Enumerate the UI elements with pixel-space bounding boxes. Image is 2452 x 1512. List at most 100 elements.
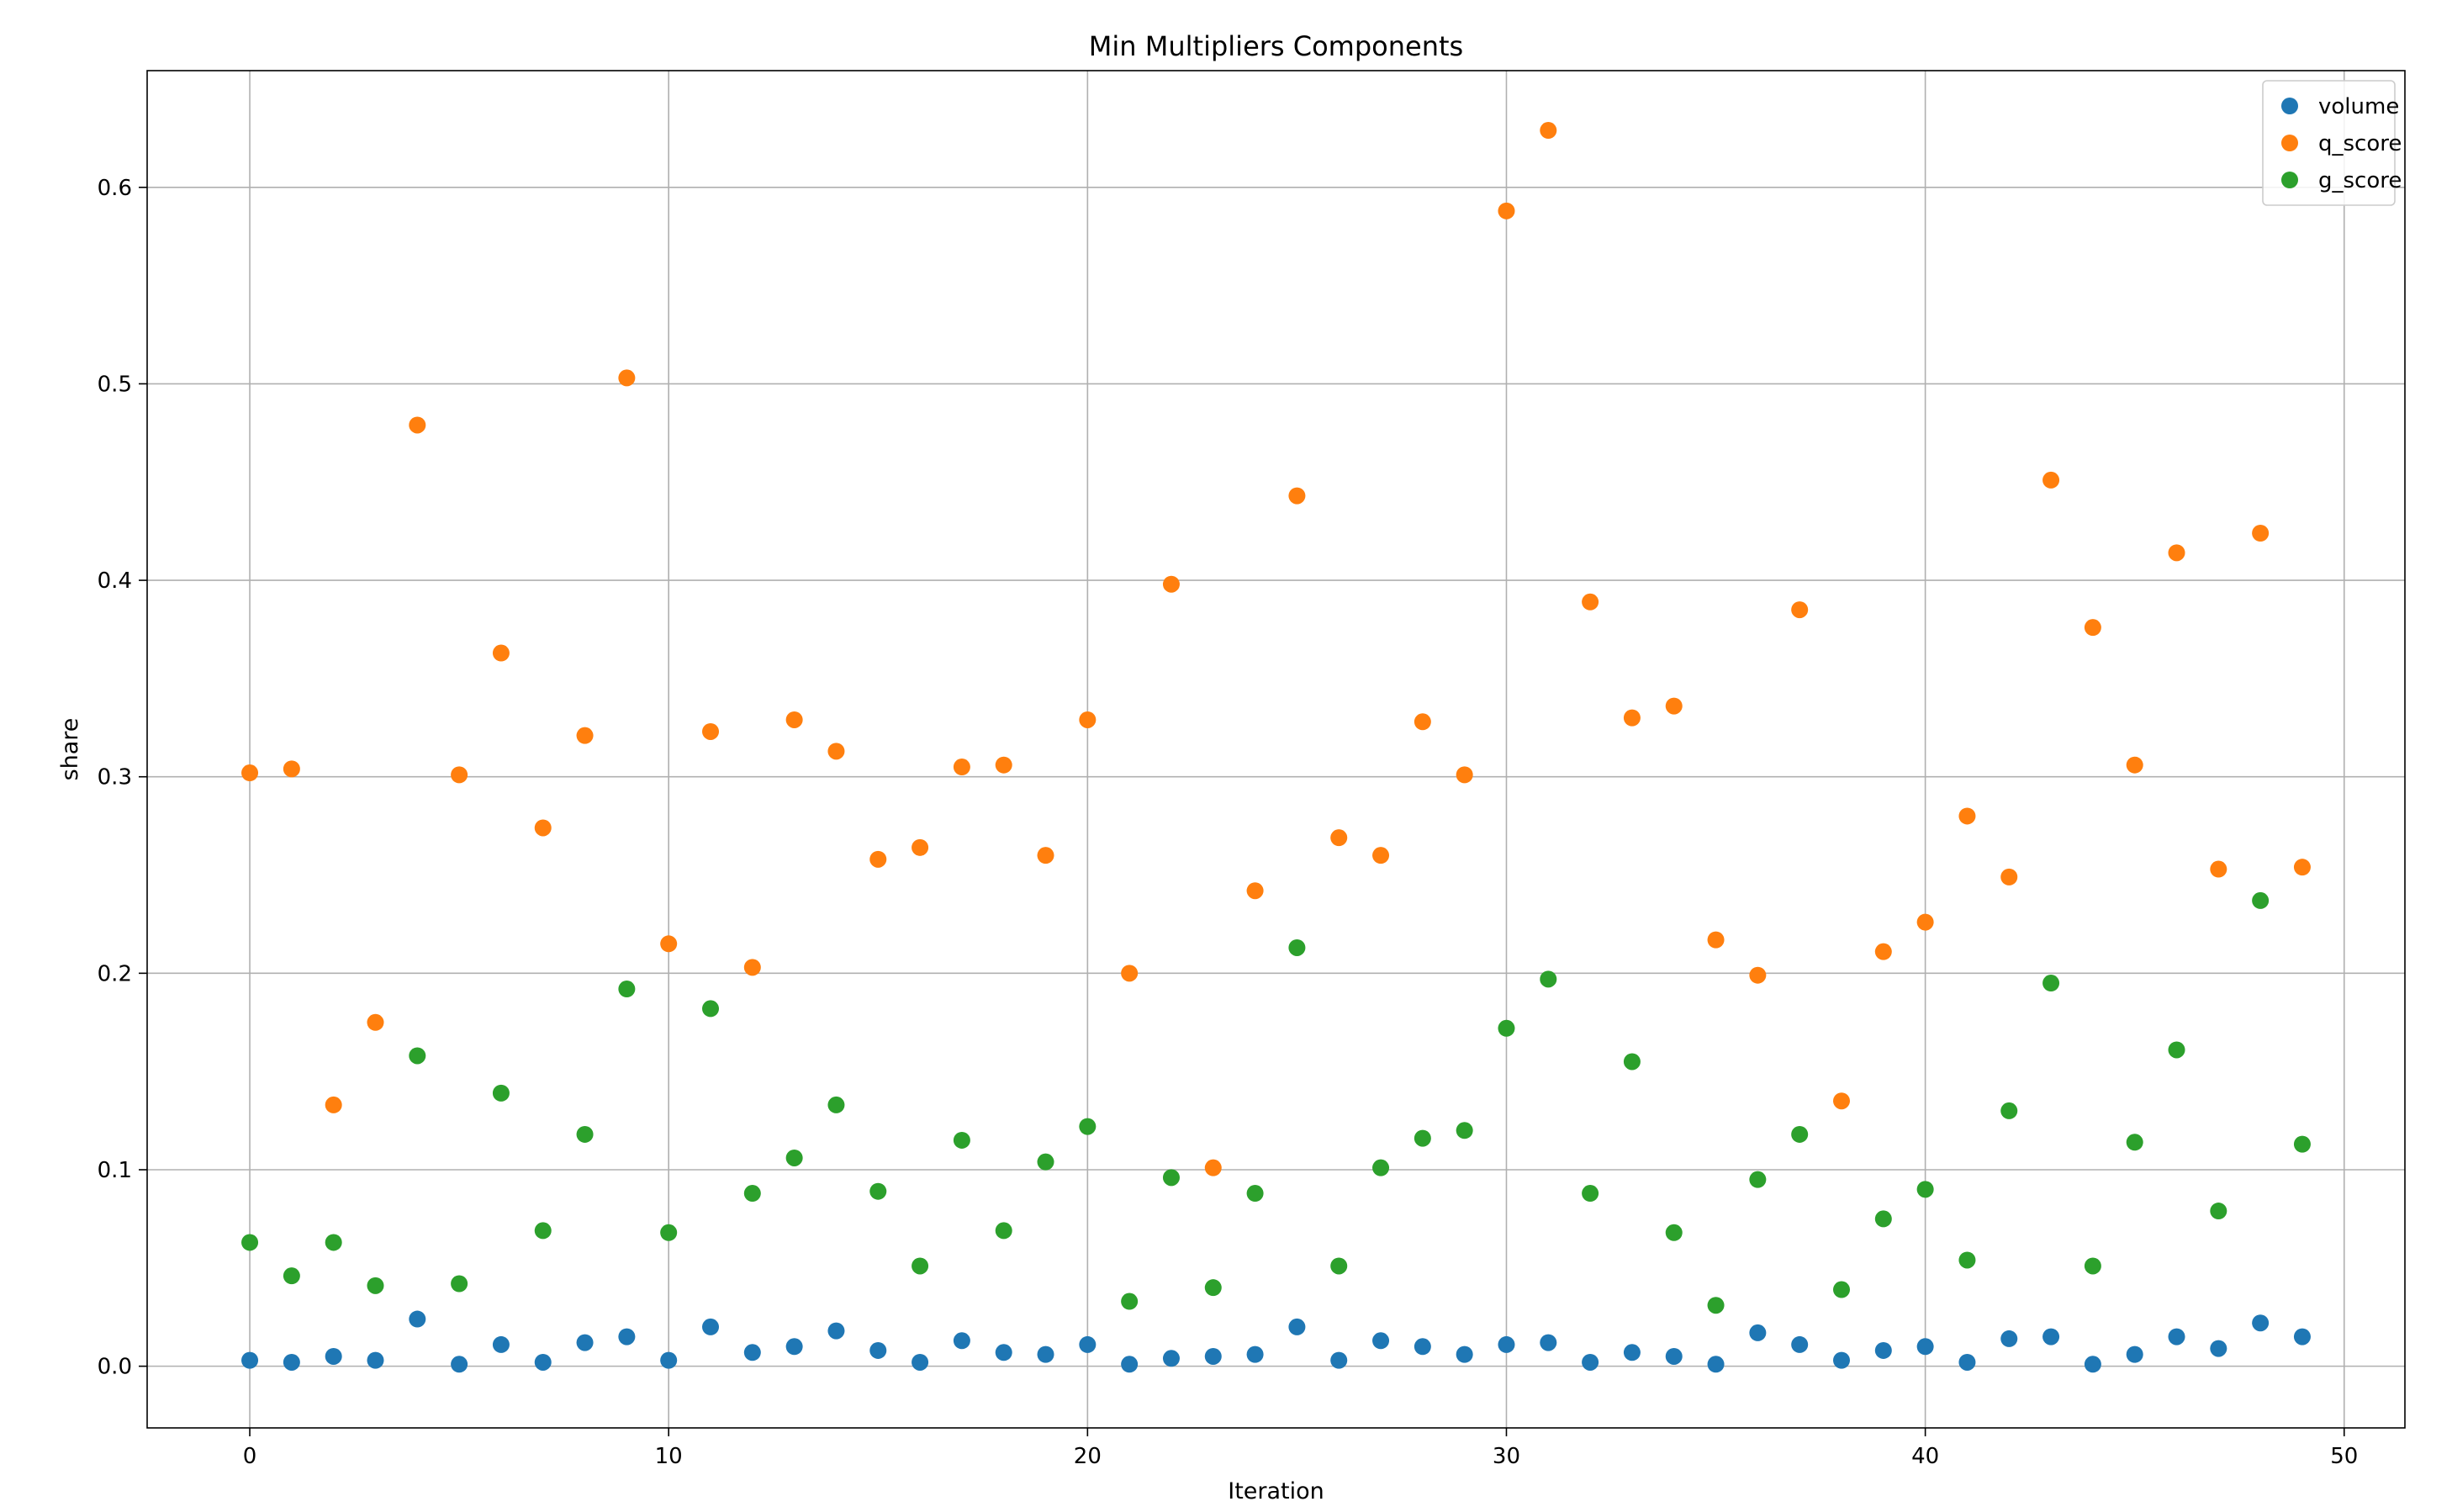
x-tick-label: 50 [2330, 1444, 2358, 1469]
data-point-q-score [1749, 966, 1767, 984]
data-point-q-score [785, 711, 803, 728]
x-tick-label: 10 [655, 1444, 683, 1469]
data-point-q-score [241, 764, 259, 782]
data-point-q-score [1498, 202, 1515, 219]
data-point-q-score [283, 760, 300, 778]
data-point-volume [1372, 1332, 1390, 1350]
data-point-q-score [1582, 593, 1599, 611]
data-point-q-score [912, 838, 929, 856]
y-tick-label: 0.0 [98, 1355, 132, 1380]
data-point-q-score [1791, 601, 1809, 619]
data-point-g-score [2252, 891, 2270, 909]
data-point-volume [2126, 1345, 2143, 1363]
data-point-g-score [702, 1000, 720, 1018]
data-point-g-score [1372, 1159, 1390, 1176]
data-point-q-score [367, 1013, 384, 1031]
data-point-q-score [2042, 471, 2060, 489]
data-point-g-score [1204, 1279, 1222, 1297]
legend-marker [2281, 172, 2298, 188]
data-point-g-score [1958, 1251, 1976, 1269]
data-point-volume [1832, 1351, 1850, 1369]
data-point-q-score [1037, 847, 1054, 864]
data-point-q-score [1665, 697, 1683, 715]
data-point-volume [1456, 1345, 1473, 1363]
data-point-q-score [953, 759, 970, 776]
data-point-g-score [1162, 1169, 1180, 1187]
data-point-g-score [1498, 1019, 1515, 1037]
data-point-q-score [1707, 931, 1725, 949]
data-point-q-score [2084, 619, 2101, 637]
y-tick-label: 0.4 [98, 568, 132, 594]
legend-box [2262, 80, 2396, 206]
data-point-volume [283, 1353, 300, 1371]
data-point-q-score [325, 1096, 342, 1113]
data-point-g-score [1916, 1181, 1934, 1198]
data-point-volume [785, 1338, 803, 1356]
data-point-g-score [576, 1125, 594, 1143]
x-axis-label: Iteration [1228, 1478, 1324, 1504]
data-point-g-score [1582, 1185, 1599, 1203]
data-point-q-score [2168, 544, 2185, 562]
data-point-volume [995, 1344, 1012, 1361]
data-point-g-score [451, 1275, 468, 1293]
data-point-volume [1665, 1347, 1683, 1365]
data-point-g-score [995, 1222, 1012, 1240]
data-point-volume [618, 1328, 636, 1345]
y-tick-label: 0.2 [98, 961, 132, 986]
x-tick-label: 30 [1493, 1444, 1520, 1469]
data-point-q-score [2000, 868, 2018, 886]
data-point-volume [1498, 1335, 1515, 1353]
data-point-g-score [367, 1277, 384, 1294]
data-point-volume [2000, 1330, 2018, 1347]
data-point-g-score [2168, 1041, 2185, 1059]
data-point-q-score [1204, 1159, 1222, 1176]
data-point-g-score [409, 1047, 426, 1065]
legend-label: q_score [2318, 131, 2402, 156]
data-point-g-score [1874, 1210, 1892, 1228]
grid-lines [147, 71, 2405, 1428]
y-tick-label: 0.1 [98, 1158, 132, 1183]
data-point-g-score [869, 1182, 887, 1200]
data-point-g-score [2084, 1257, 2101, 1275]
data-point-volume [827, 1322, 845, 1340]
data-point-volume [1958, 1353, 1976, 1371]
data-point-g-score [912, 1257, 929, 1275]
data-point-g-score [1037, 1153, 1054, 1171]
data-point-q-score [2210, 860, 2227, 878]
chart-title: Min Multipliers Components [1089, 30, 1463, 62]
data-point-volume [2084, 1356, 2101, 1373]
data-point-q-score [1372, 847, 1390, 864]
data-point-g-score [660, 1224, 678, 1241]
data-point-g-score [534, 1222, 552, 1240]
data-point-volume [1749, 1324, 1767, 1341]
data-point-volume [2293, 1328, 2311, 1345]
data-point-q-score [827, 743, 845, 760]
data-point-volume [953, 1332, 970, 1350]
data-point-g-score [1079, 1118, 1097, 1135]
data-point-g-score [1414, 1129, 1431, 1147]
legend-marker [2281, 135, 2298, 151]
data-point-volume [2210, 1340, 2227, 1357]
data-point-volume [534, 1353, 552, 1371]
data-point-g-score [1791, 1125, 1809, 1143]
data-point-q-score [1079, 711, 1097, 728]
data-point-g-score [1456, 1122, 1473, 1139]
data-point-volume [1246, 1345, 1264, 1363]
y-tick-label: 0.6 [98, 176, 132, 201]
data-point-q-score [1162, 575, 1180, 593]
x-tick-label: 40 [1911, 1444, 1939, 1469]
data-point-g-score [1707, 1297, 1725, 1314]
plot-frame [146, 70, 2406, 1429]
legend-marker [2281, 98, 2298, 114]
y-axis-ticks: 0.0 0.1 0.2 0.3 0.4 0.5 0.6 [98, 176, 147, 1380]
data-point-volume [1288, 1318, 1306, 1335]
data-point-g-score [241, 1234, 259, 1251]
data-point-q-score [1414, 713, 1431, 731]
data-points [241, 122, 2311, 1373]
data-point-q-score [1330, 829, 1348, 847]
data-point-g-score [492, 1084, 510, 1102]
data-point-q-score [492, 644, 510, 662]
data-point-g-score [953, 1131, 970, 1149]
data-point-q-score [702, 722, 720, 740]
